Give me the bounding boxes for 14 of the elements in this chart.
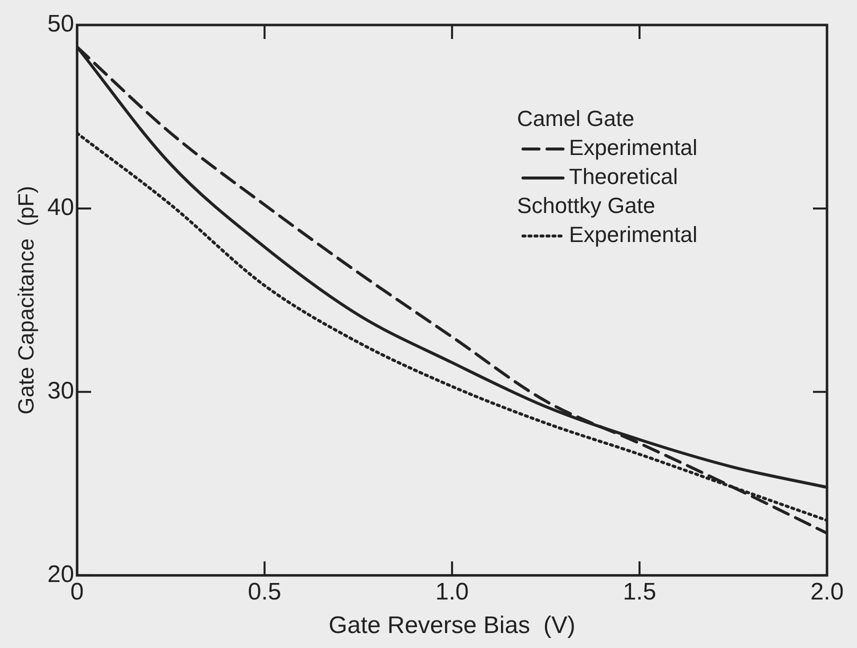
- y-tick-label: 40: [47, 194, 74, 222]
- x-tick-label: 2.0: [810, 578, 844, 606]
- annotation: Camel Gate: [517, 106, 634, 132]
- y-axis-title: Gate Capacitance (pF): [13, 186, 38, 415]
- x-tick-label: 0.5: [248, 578, 282, 606]
- annotation: Schottky Gate: [517, 193, 656, 218]
- legend-label: Experimental: [569, 135, 698, 160]
- legend-label: Theoretical: [569, 164, 678, 190]
- x-tick-label: 1.0: [435, 578, 469, 606]
- y-tick-label: 30: [47, 378, 74, 405]
- y-tick-label: 50: [47, 10, 74, 38]
- x-axis-title: Gate Reverse Bias (V): [328, 612, 576, 640]
- legend-label: Experimental: [569, 222, 698, 248]
- x-tick-label: 1.5: [622, 578, 656, 606]
